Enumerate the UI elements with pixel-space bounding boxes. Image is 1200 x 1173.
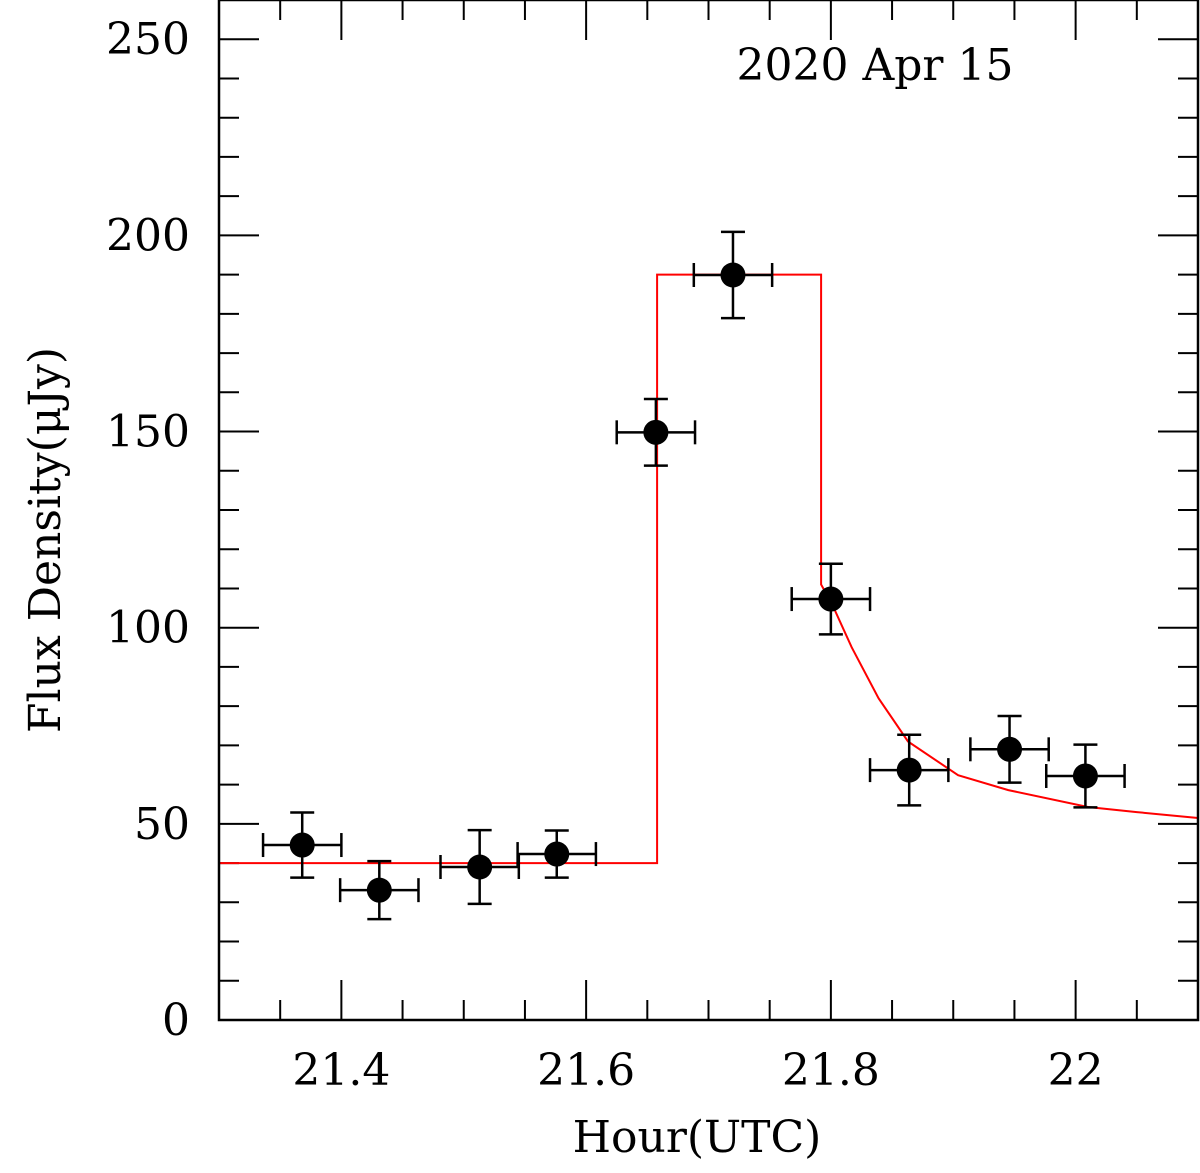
model-curve xyxy=(219,273,1199,865)
data-point xyxy=(516,829,598,879)
y-axis-label: Flux Density(μJy) xyxy=(20,347,71,733)
data-marker xyxy=(818,586,844,612)
data-marker xyxy=(366,877,392,903)
data-point xyxy=(868,733,950,807)
x-tick-label: 22 xyxy=(1048,1045,1104,1096)
y-tick-label: 200 xyxy=(106,210,190,261)
data-marker xyxy=(720,262,746,288)
y-tick-label: 0 xyxy=(162,995,190,1046)
data-point xyxy=(692,230,774,320)
y-tick-label: 250 xyxy=(106,14,190,65)
data-point xyxy=(969,714,1050,784)
data-point xyxy=(615,397,697,467)
data-point xyxy=(261,811,343,879)
data-point xyxy=(1045,743,1126,809)
data-marker xyxy=(643,419,669,445)
data-marker xyxy=(997,736,1023,762)
data-marker xyxy=(896,757,922,783)
y-tick-label: 150 xyxy=(106,407,190,458)
data-point xyxy=(790,562,872,636)
y-tick-label: 50 xyxy=(134,799,190,850)
x-tick-label: 21.8 xyxy=(782,1045,880,1096)
data-marker xyxy=(289,832,315,858)
x-tick-label: 21.4 xyxy=(292,1045,390,1096)
x-tick-label: 21.6 xyxy=(537,1045,635,1096)
data-marker xyxy=(467,854,493,880)
data-point xyxy=(338,859,420,921)
plot-frame xyxy=(217,0,1200,1022)
data-marker xyxy=(544,841,570,867)
y-tick-label: 100 xyxy=(106,603,190,654)
date-annotation: 2020 Apr 15 xyxy=(737,40,1014,91)
data-point xyxy=(439,828,521,906)
x-axis-label: Hour(UTC) xyxy=(573,1112,822,1163)
data-marker xyxy=(1072,763,1098,789)
